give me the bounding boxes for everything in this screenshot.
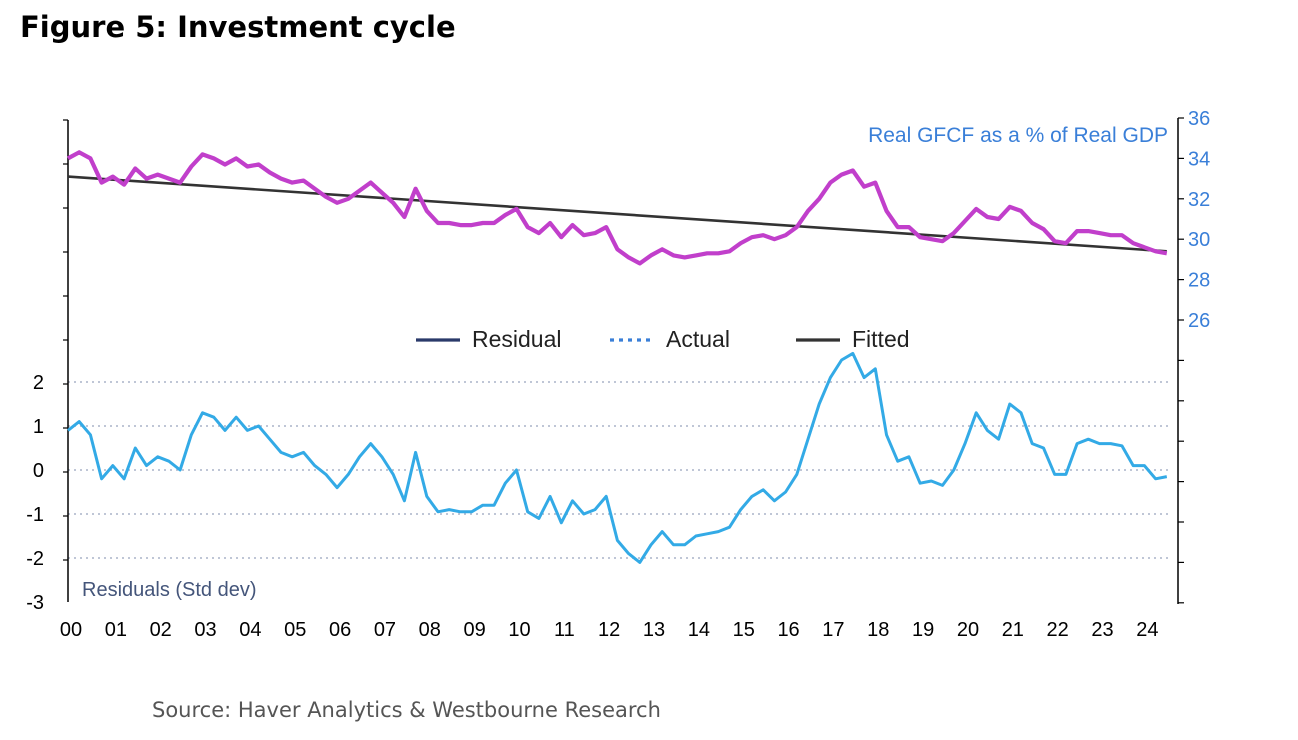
legend-label-fitted: Fitted xyxy=(852,326,910,352)
residual-series-line xyxy=(67,351,1168,564)
x-axis-tick-label: 01 xyxy=(105,619,127,641)
x-axis-tick-label: 06 xyxy=(329,619,351,641)
legend-label-actual: Actual xyxy=(666,326,730,352)
legend-label-residual: Residual xyxy=(472,326,562,352)
x-axis-tick-label: 11 xyxy=(554,619,575,641)
residual-panel-title: Residuals (Std dev) xyxy=(82,579,257,601)
x-axis-tick-label: 09 xyxy=(464,619,486,641)
x-axis-tick-label: 15 xyxy=(733,619,755,641)
gfcf-axis-tick-label: 32 xyxy=(1188,189,1210,211)
gfcf-axis-tick-label: 36 xyxy=(1188,108,1210,130)
source-note: Source: Haver Analytics & Westbourne Res… xyxy=(152,698,661,722)
x-axis-tick-label: 21 xyxy=(1002,619,1024,641)
chart-axes xyxy=(63,117,1184,604)
x-axis-tick-label: 20 xyxy=(957,619,979,641)
x-axis-tick-label: 14 xyxy=(688,619,710,641)
residual-axis-tick-label: 2 xyxy=(33,372,44,394)
x-axis-tick-label: 18 xyxy=(867,619,889,641)
x-axis-tick-label: 10 xyxy=(508,619,530,641)
x-axis-tick-label: 02 xyxy=(150,619,172,641)
x-axis-tick-label: 22 xyxy=(1047,619,1069,641)
chart-series xyxy=(66,150,1168,564)
chart-legend: Residual Actual Fitted xyxy=(416,326,910,352)
x-axis-tick-label: 03 xyxy=(194,619,216,641)
x-axis-tick-label: 24 xyxy=(1136,619,1158,641)
gfcf-axis-tick-label: 26 xyxy=(1188,310,1210,332)
figure-title: Figure 5: Investment cycle xyxy=(20,10,456,44)
x-axis-tick-label: 08 xyxy=(419,619,441,641)
actual-series-line xyxy=(66,150,1168,266)
gfcf-axis-tick-label: 30 xyxy=(1188,229,1210,251)
residual-axis-tick-label: 1 xyxy=(33,416,44,438)
x-axis-tick-label: 00 xyxy=(60,619,82,641)
residual-axis-tick-label: -1 xyxy=(26,504,44,526)
gfcf-axis-tick-label: 28 xyxy=(1188,270,1210,292)
residual-axis-tick-label: -2 xyxy=(26,548,44,570)
x-axis-tick-label: 13 xyxy=(643,619,665,641)
x-axis-tick-label: 05 xyxy=(284,619,306,641)
x-axis-tick-label: 04 xyxy=(239,619,261,641)
residual-axis-tick-label: 0 xyxy=(33,460,44,482)
gfcf-panel-title: Real GFCF as a % of Real GDP xyxy=(868,124,1168,147)
x-axis-tick-label: 16 xyxy=(777,619,799,641)
x-axis-tick-label: 19 xyxy=(912,619,934,641)
fitted-series-line xyxy=(67,175,1167,253)
x-axis-tick-label: 07 xyxy=(374,619,396,641)
residual-axis-tick-label: -3 xyxy=(26,592,44,614)
x-axis-tick-label: 17 xyxy=(822,619,844,641)
residual-gridlines xyxy=(68,381,1170,559)
x-axis-tick-label: 12 xyxy=(598,619,620,641)
gfcf-axis-tick-label: 34 xyxy=(1188,148,1210,170)
x-axis-tick-label: 23 xyxy=(1091,619,1113,641)
